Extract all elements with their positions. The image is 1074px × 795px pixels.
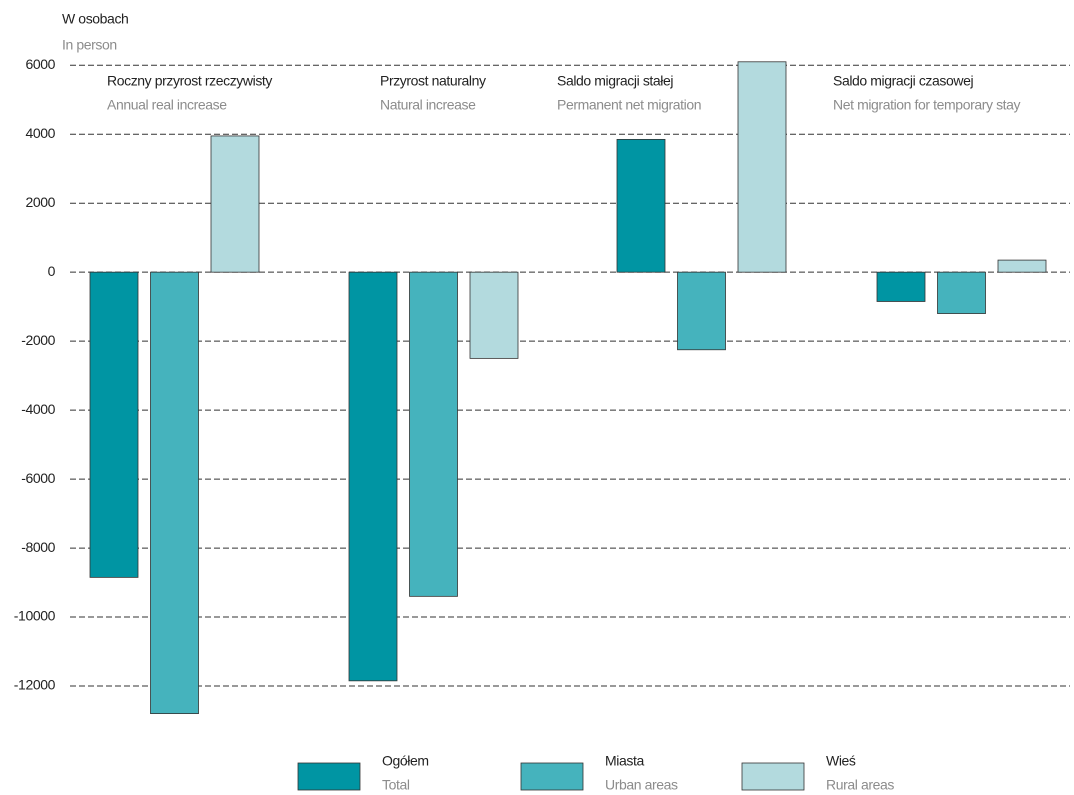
- category-label: Przyrost naturalny: [380, 73, 486, 89]
- bar: [997, 259, 1047, 273]
- y-tick-label: -4000: [21, 401, 55, 417]
- bar: [469, 271, 519, 359]
- category-label: Roczny przyrost rzeczywisty: [107, 73, 272, 89]
- legend-label-en: Urban areas: [605, 777, 678, 793]
- y-tick-label: 2000: [25, 194, 55, 210]
- legend-label-en: Rural areas: [826, 777, 894, 793]
- y-tick-label: -10000: [14, 608, 56, 624]
- category-label-en: Permanent net migration: [557, 97, 701, 113]
- category-label-en: Natural increase: [380, 97, 476, 113]
- legend-swatch: [297, 762, 361, 791]
- legend-swatch: [741, 762, 805, 791]
- y-tick-label: 6000: [25, 56, 55, 72]
- legend-swatch: [520, 762, 584, 791]
- category-label: Saldo migracji stałej: [557, 73, 673, 89]
- y-tick-label: -8000: [21, 539, 55, 555]
- y-tick-label: -12000: [14, 677, 56, 693]
- bar: [348, 271, 398, 682]
- bar: [409, 271, 458, 597]
- bar: [150, 271, 199, 715]
- bar: [210, 135, 260, 273]
- bar: [876, 271, 926, 302]
- bar: [737, 61, 787, 273]
- legend-label: Ogółem: [382, 753, 429, 769]
- bar: [89, 271, 139, 578]
- category-label: Saldo migracji czasowej: [833, 73, 973, 89]
- bar: [677, 271, 726, 351]
- bar: [937, 271, 986, 314]
- category-label-en: Net migration for temporary stay: [833, 97, 1021, 113]
- y-axis-label: W osobach: [62, 11, 128, 27]
- y-axis-label-en: In person: [62, 37, 117, 53]
- y-tick-label: 4000: [25, 125, 55, 141]
- legend-label-en: Total: [382, 777, 410, 793]
- bar: [616, 138, 666, 273]
- y-tick-label: 0: [48, 263, 56, 279]
- legend-label: Wieś: [826, 753, 856, 769]
- legend-label: Miasta: [605, 753, 644, 769]
- category-label-en: Annual real increase: [107, 97, 227, 113]
- y-tick-label: -2000: [21, 332, 55, 348]
- y-tick-label: -6000: [21, 470, 55, 486]
